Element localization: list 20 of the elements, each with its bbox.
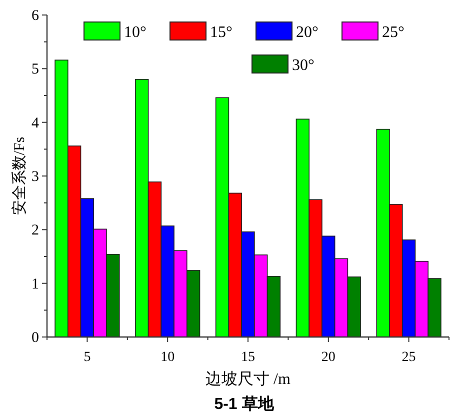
y-tick-label: 1 [32,276,39,292]
y-tick-label: 6 [32,8,40,24]
y-tick-label: 3 [32,169,39,185]
legend-label: 10° [124,24,146,41]
x-tick-label: 10 [160,350,175,365]
y-axis-title: 安全系数/Fs [11,136,28,216]
x-tick-label: 20 [321,350,336,365]
x-tick-label: 15 [241,350,255,365]
legend-label: 30° [292,57,314,74]
text: 5-1 草地 [214,395,275,413]
x-axis-title: 边坡尺寸 /m [206,370,291,388]
legend-label: 25° [382,24,404,41]
x-tick-label: 5 [84,350,91,365]
legend-label: 20° [296,24,318,41]
y-tick-label: 2 [32,222,39,239]
x-tick-label: 25 [402,350,416,365]
y-tick-label: 5 [32,62,39,78]
legend-label: 15° [210,24,232,41]
y-tick-label: 4 [32,115,40,132]
y-tick-label: 0 [32,330,39,346]
